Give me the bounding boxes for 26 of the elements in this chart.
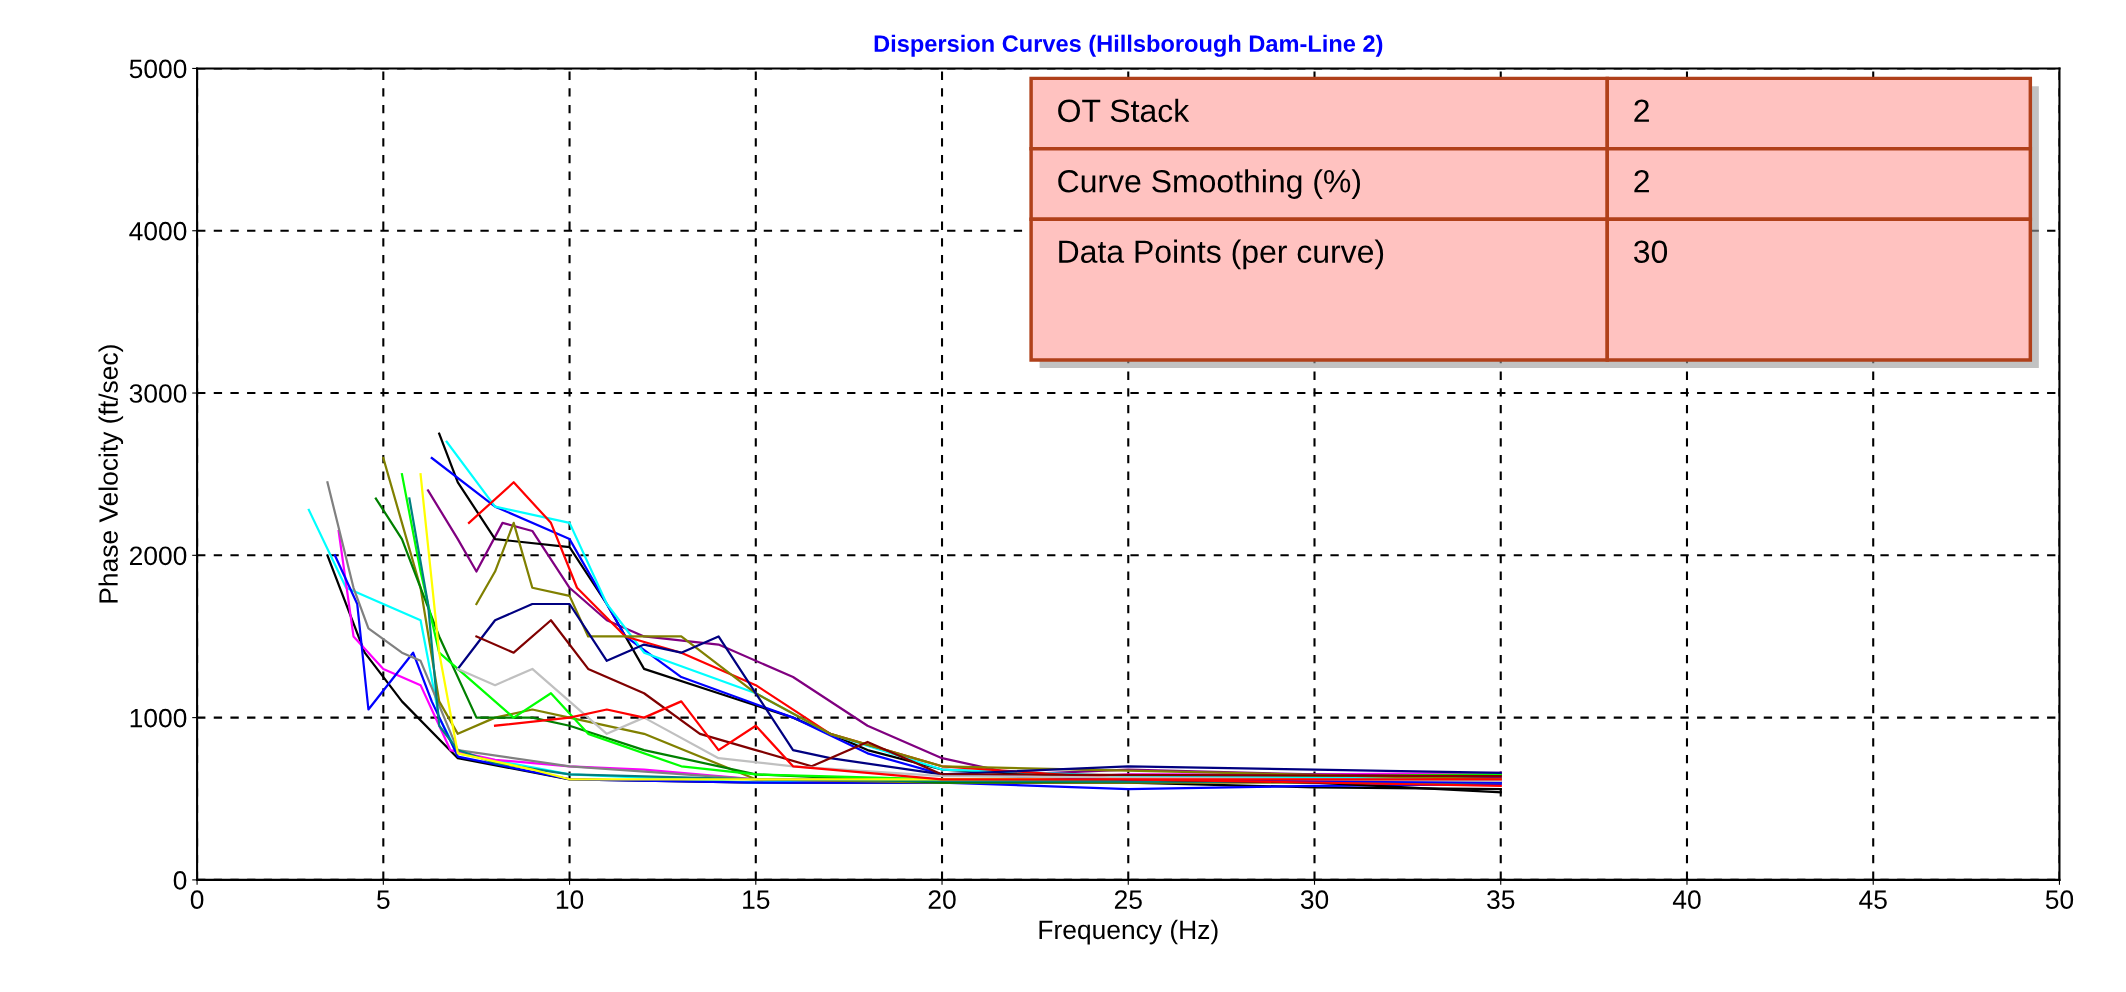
x-tick-label: 5 bbox=[377, 890, 390, 910]
y-tick-label: 1000 bbox=[130, 708, 187, 728]
x-tick-label: 0 bbox=[190, 890, 204, 910]
x-axis-title: Frequency (Hz) bbox=[1039, 919, 1218, 945]
x-tick-label: 20 bbox=[928, 890, 956, 910]
x-tick-label: 50 bbox=[2045, 890, 2074, 910]
x-tick-label: 35 bbox=[1487, 890, 1515, 910]
y-tick-label: 2000 bbox=[129, 546, 187, 566]
y-axis-title: Phase Velocity (ft/sec) bbox=[98, 345, 124, 603]
annotation: OT Stack bbox=[1058, 98, 1190, 123]
y-tick-label: 4000 bbox=[129, 221, 187, 241]
chart-title: Dispersion Curves (Hillsborough Dam-Line 2) bbox=[874, 34, 1383, 57]
y-tick-label: 5000 bbox=[129, 59, 187, 79]
annotation: Curve Smoothing (%) bbox=[1058, 169, 1360, 199]
x-tick-label: 45 bbox=[1859, 890, 1887, 910]
x-tick-label: 15 bbox=[743, 890, 770, 910]
annotation: Data Points (per curve) bbox=[1059, 239, 1384, 270]
annotation: 2 bbox=[1634, 99, 1649, 122]
x-tick-label: 25 bbox=[1114, 890, 1142, 910]
x-tick-label: 40 bbox=[1672, 890, 1701, 910]
y-tick-label: 0 bbox=[173, 871, 187, 890]
annotation: 2 bbox=[1634, 169, 1649, 193]
y-tick-label: 3000 bbox=[129, 384, 187, 403]
x-tick-label: 10 bbox=[556, 890, 584, 910]
x-tick-label: 30 bbox=[1300, 890, 1329, 910]
annotation: 30 bbox=[1633, 240, 1668, 264]
